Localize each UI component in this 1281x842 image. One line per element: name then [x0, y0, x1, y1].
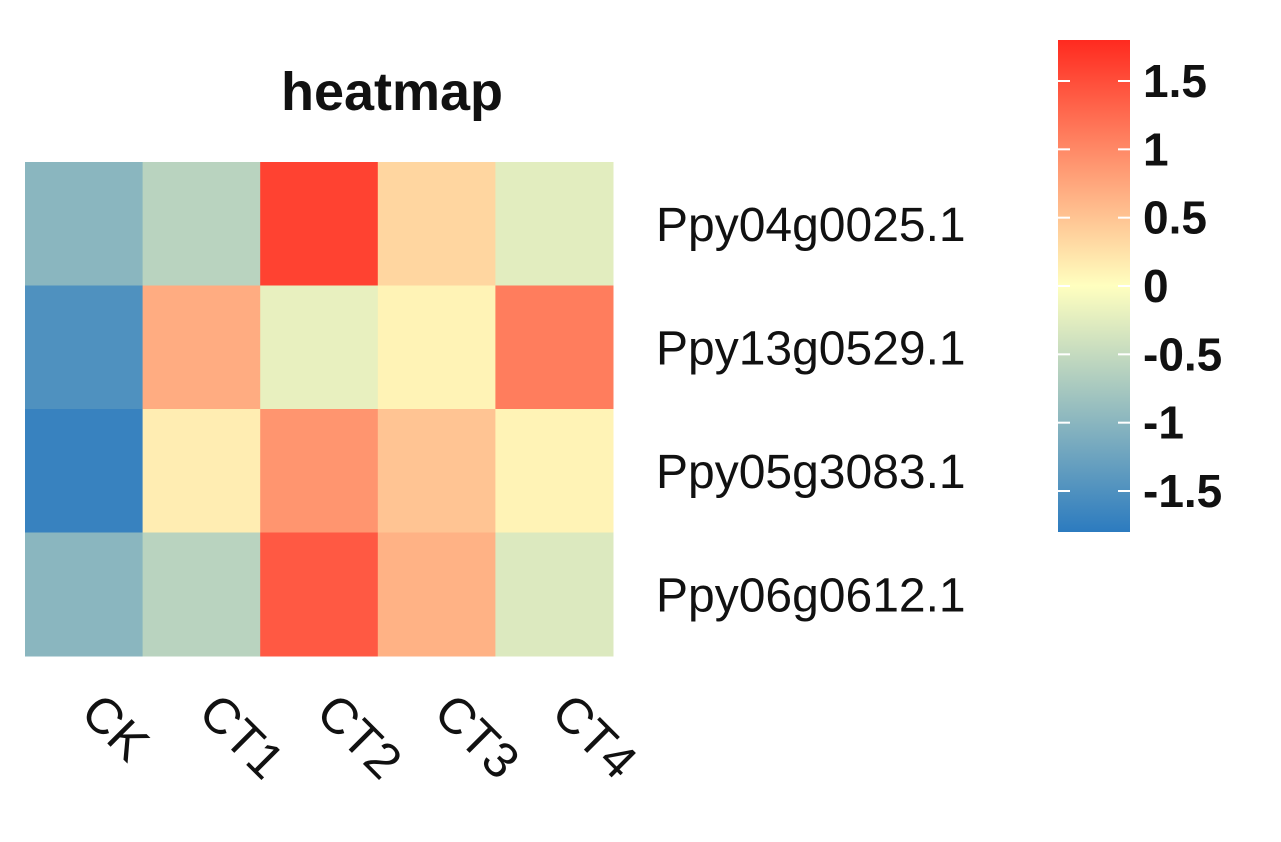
heatmap-cell — [25, 285, 144, 410]
row-label: Ppy05g3083.1 — [656, 446, 966, 499]
column-labels: CK CT1 CT2 CT3 CT4 — [71, 683, 648, 789]
column-label: CT4 — [541, 683, 647, 789]
heatmap-cell — [260, 532, 379, 657]
heatmap-cell — [495, 285, 614, 410]
heatmap-cell — [142, 162, 261, 286]
chart-title: heatmap — [281, 62, 503, 122]
heatmap-cell — [25, 409, 144, 533]
heatmap-cell — [377, 532, 496, 657]
heatmap-cell — [377, 162, 496, 286]
row-labels: Ppy04g0025.1 Ppy13g0529.1 Ppy05g3083.1 Ppy0… — [656, 199, 966, 623]
column-label: CK — [71, 683, 160, 772]
colorbar-tick-label: -1.5 — [1143, 465, 1222, 517]
heatmap-cell — [495, 409, 614, 533]
row-label: Ppy04g0025.1 — [656, 199, 966, 252]
heatmap-cell — [142, 285, 261, 410]
colorbar-tick-label: -1 — [1143, 397, 1184, 449]
heatmap-cell — [142, 409, 261, 533]
heatmap-cell — [377, 409, 496, 533]
heatmap-cell — [260, 162, 379, 286]
column-label: CT1 — [189, 683, 295, 789]
heatmap-cells — [25, 162, 614, 657]
colorbar-tick-label: 0.5 — [1143, 192, 1207, 244]
heatmap-cell — [25, 162, 144, 286]
heatmap-cell — [495, 532, 614, 657]
heatmap-cell — [25, 532, 144, 657]
colorbar-tick-label: -0.5 — [1143, 328, 1222, 380]
heatmap-cell — [377, 285, 496, 410]
row-label: Ppy06g0612.1 — [656, 569, 966, 622]
heatmap-cell — [260, 409, 379, 533]
column-label: CT3 — [424, 683, 530, 789]
heatmap-cell — [142, 532, 261, 657]
row-label: Ppy13g0529.1 — [656, 322, 966, 375]
column-label: CT2 — [306, 683, 412, 789]
colorbar-tick-label: 0 — [1143, 260, 1169, 312]
colorbar-tick-label: 1.5 — [1143, 55, 1207, 107]
heatmap-cell — [260, 285, 379, 410]
colorbar-legend: 1.5 1 0.5 0 -0.5 -1 -1.5 — [1058, 40, 1222, 532]
colorbar-tick-label: 1 — [1143, 123, 1169, 175]
heatmap-cell — [495, 162, 614, 286]
